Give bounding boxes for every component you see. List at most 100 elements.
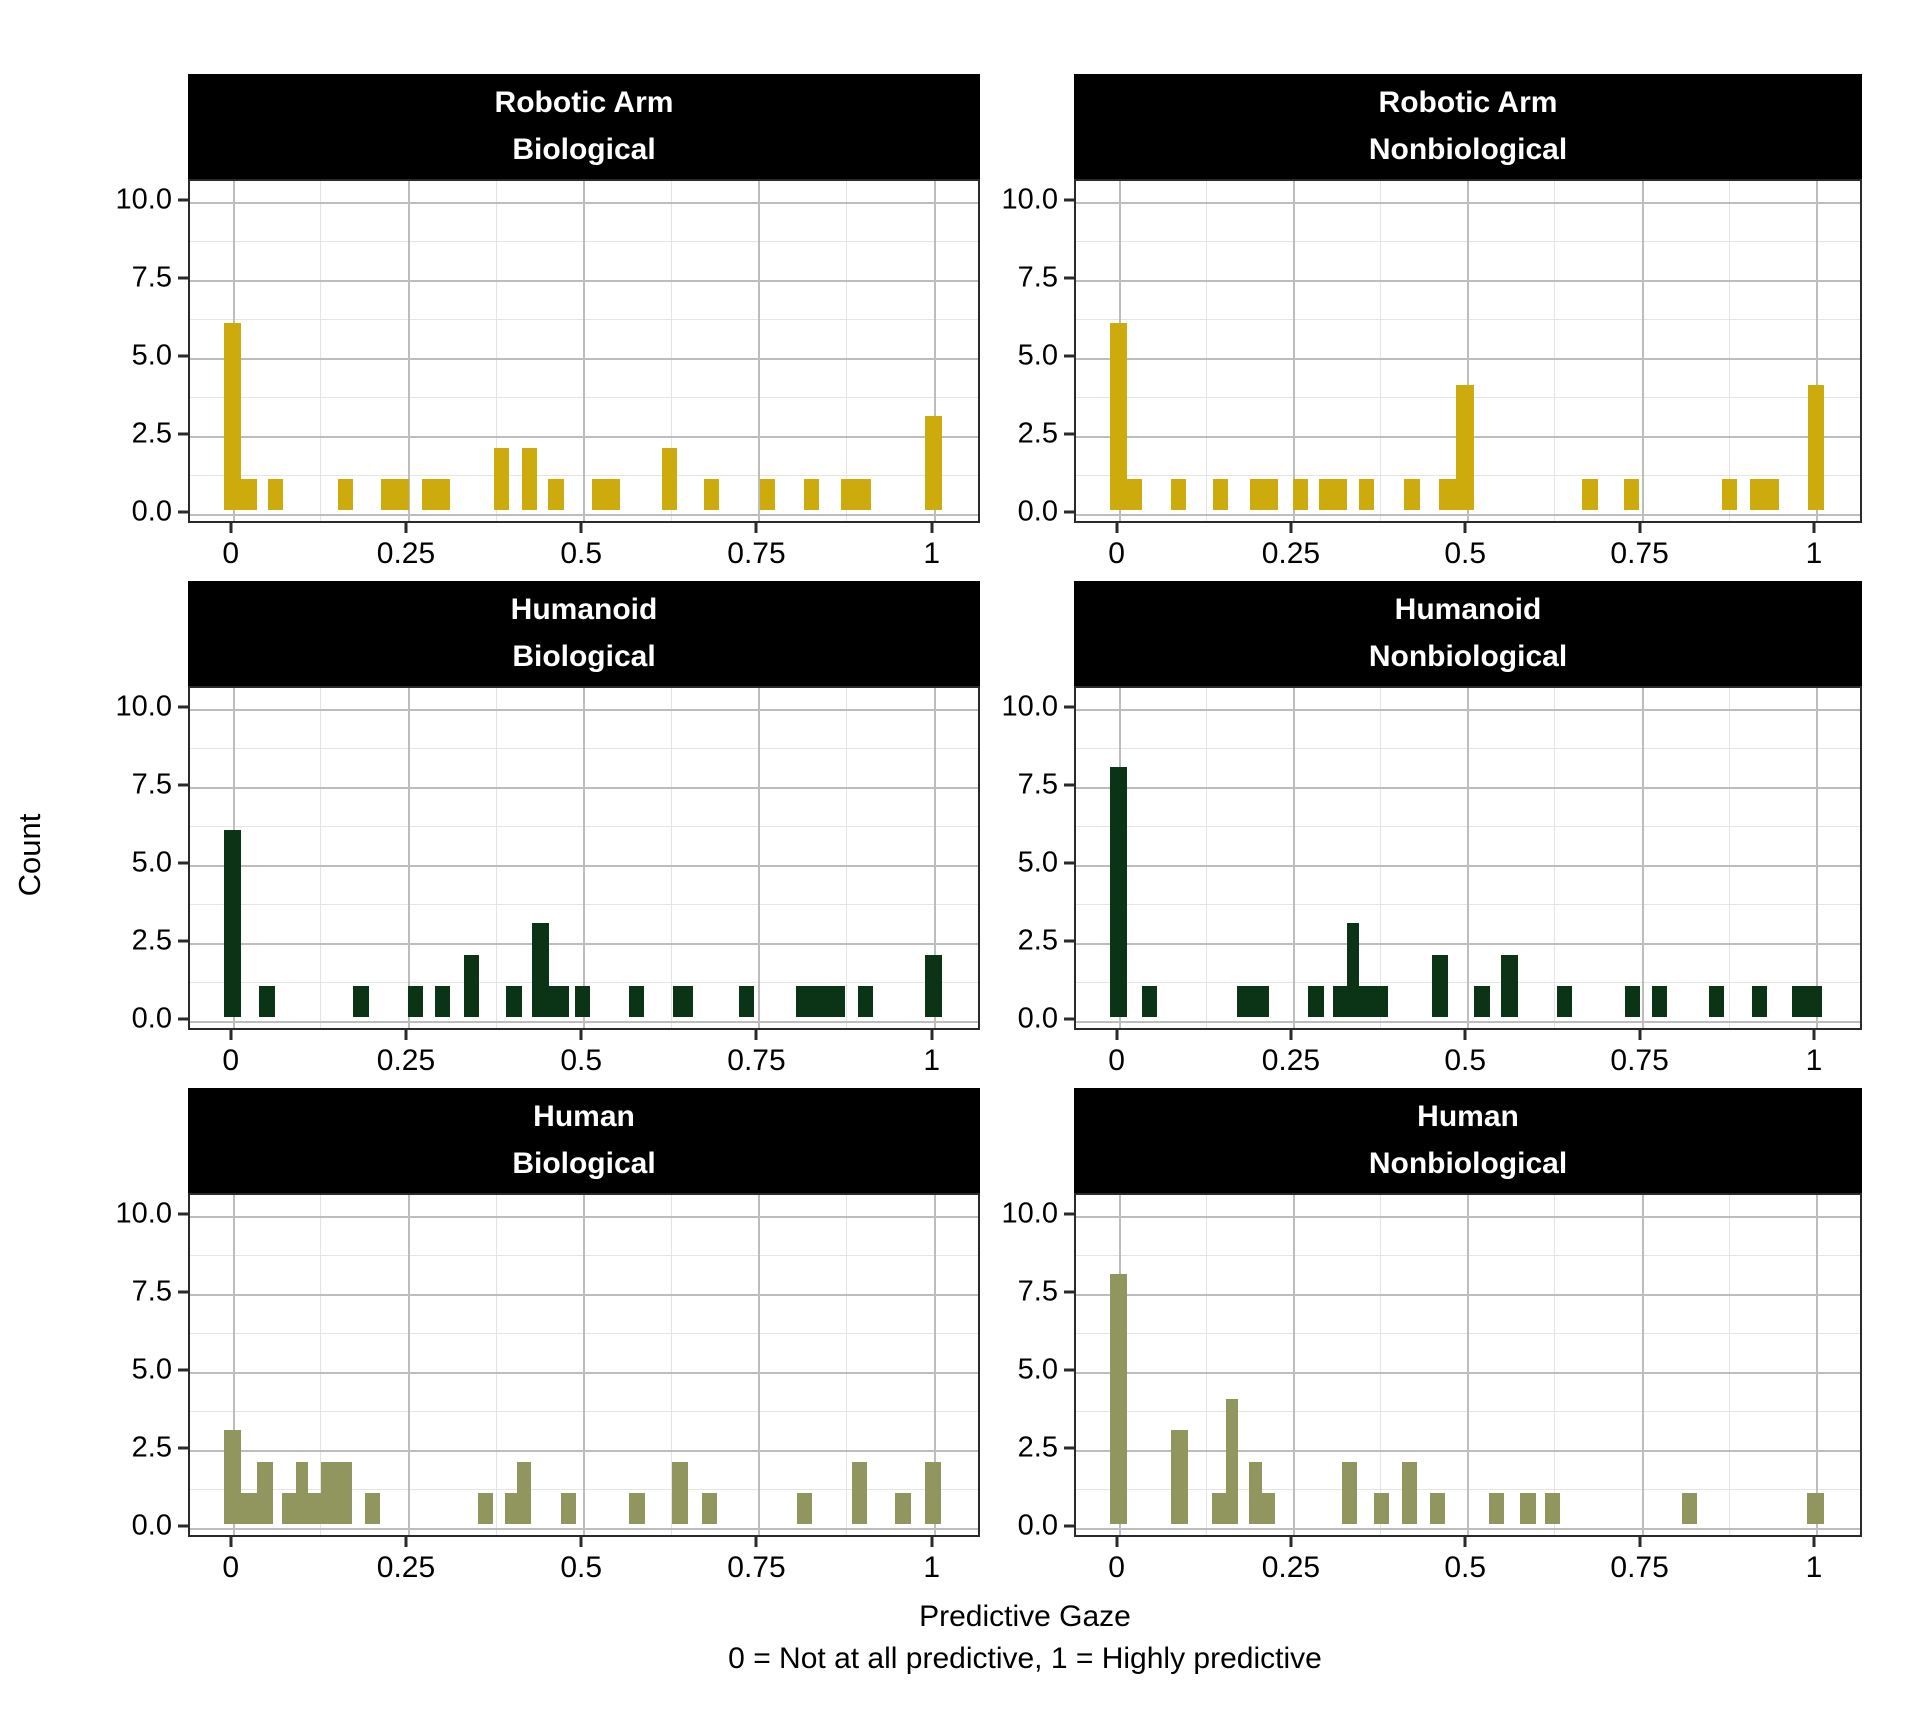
y-tick-label: 2.5 bbox=[131, 417, 172, 450]
gridline-major-v bbox=[1467, 688, 1470, 1028]
x-tick-label: 0.5 bbox=[1444, 537, 1487, 570]
gridline-minor-v bbox=[846, 1195, 848, 1535]
facet-strip-line1: Human bbox=[1417, 1100, 1519, 1134]
facet-strip: Humanoid Nonbiological bbox=[1074, 581, 1862, 686]
histogram-bar bbox=[1341, 1461, 1358, 1524]
y-tick-mark bbox=[1064, 432, 1074, 436]
histogram-bar bbox=[1624, 478, 1640, 510]
facet-panel-humanoid-biological: Humanoid Biological 10.0 7.5 5.0 2.5 0.0 0 0.25 0… bbox=[116, 581, 980, 1090]
gridline-major-v bbox=[1641, 688, 1644, 1028]
x-tick-label: 0.5 bbox=[560, 1044, 603, 1077]
histogram-bar bbox=[1751, 985, 1768, 1017]
x-tick-mark bbox=[229, 1030, 233, 1040]
histogram-bar bbox=[701, 1492, 718, 1524]
y-tick-mark bbox=[178, 1290, 188, 1294]
x-tick-mark bbox=[930, 1537, 934, 1547]
x-tick-label: 0.5 bbox=[1444, 1044, 1487, 1077]
gridline-major-v bbox=[583, 1195, 586, 1535]
x-tick-mark bbox=[1463, 523, 1467, 533]
y-tick-label: 0.0 bbox=[1017, 495, 1058, 528]
histogram-bar bbox=[628, 985, 645, 1017]
histogram-bar bbox=[925, 416, 943, 510]
histogram-bar bbox=[1520, 1492, 1536, 1524]
facet-strip-line2: Biological bbox=[512, 639, 656, 673]
gridline-major-v bbox=[1467, 181, 1470, 521]
gridline-major-v bbox=[1641, 181, 1644, 521]
x-tick-mark bbox=[229, 523, 233, 533]
gridline-minor-v bbox=[1205, 181, 1207, 521]
histogram-bar bbox=[434, 985, 451, 1017]
y-tick-mark bbox=[1064, 705, 1074, 709]
histogram-bar bbox=[1474, 985, 1490, 1017]
x-axis-ticks: 0 0.25 0.5 0.75 1 bbox=[188, 1537, 980, 1597]
plot-area bbox=[1074, 1193, 1862, 1537]
histogram-bar bbox=[464, 954, 480, 1017]
gridline-minor-v bbox=[320, 181, 322, 521]
histogram-bar bbox=[259, 985, 275, 1017]
histogram-bar bbox=[241, 1492, 257, 1524]
x-tick-mark bbox=[930, 523, 934, 533]
x-tick-label: 0 bbox=[1108, 537, 1125, 570]
gridline-minor-v bbox=[1205, 688, 1207, 1028]
gridline-major-v bbox=[758, 181, 761, 521]
x-tick-label: 0.75 bbox=[1610, 537, 1669, 570]
y-tick-label: 5.0 bbox=[131, 1353, 172, 1386]
y-tick-label: 0.0 bbox=[131, 495, 172, 528]
gridline-minor-v bbox=[1554, 1195, 1556, 1535]
facet-strip-line1: Humanoid bbox=[1394, 593, 1542, 627]
gridline-minor-v bbox=[320, 688, 322, 1028]
histogram-bar bbox=[256, 1461, 274, 1524]
plot-area bbox=[1074, 179, 1862, 523]
x-tick-label: 0.75 bbox=[1610, 1551, 1669, 1584]
x-tick-label: 0 bbox=[1108, 1551, 1125, 1584]
y-tick-mark bbox=[1064, 510, 1074, 514]
histogram-bar bbox=[295, 1461, 309, 1524]
x-tick-mark bbox=[404, 523, 408, 533]
facet-panel-human-biological: Human Biological 10.0 7.5 5.0 2.5 0.0 0 0.25 0.5 0… bbox=[116, 1088, 980, 1597]
x-tick-mark bbox=[1812, 1030, 1816, 1040]
gridline-major-v bbox=[232, 1195, 235, 1535]
plot-area bbox=[188, 686, 980, 1030]
x-tick-mark bbox=[579, 1537, 583, 1547]
gridline-major-v bbox=[1815, 1195, 1818, 1535]
histogram-bar bbox=[267, 478, 284, 510]
histogram-bar bbox=[1126, 478, 1143, 510]
gridline-major-v bbox=[758, 688, 761, 1028]
y-tick-mark bbox=[1064, 1290, 1074, 1294]
histogram-bar bbox=[1237, 985, 1270, 1017]
x-tick-label: 0 bbox=[222, 1044, 240, 1077]
gridline-major-v bbox=[1815, 181, 1818, 521]
x-tick-mark bbox=[1638, 523, 1642, 533]
facet-strip-line1: Human bbox=[533, 1100, 635, 1134]
facet-strip-line2: Nonbiological bbox=[1368, 639, 1568, 673]
y-tick-label: 5.0 bbox=[131, 846, 172, 879]
y-tick-mark bbox=[178, 1446, 188, 1450]
y-tick-mark bbox=[1064, 861, 1074, 865]
histogram-bar bbox=[281, 1492, 296, 1524]
y-tick-mark bbox=[1064, 1524, 1074, 1528]
x-tick-label: 1 bbox=[923, 1044, 941, 1077]
y-axis-ticks: 10.0 7.5 5.0 2.5 0.0 bbox=[96, 686, 188, 1035]
histogram-bar bbox=[759, 478, 776, 510]
histogram-bar bbox=[1292, 478, 1309, 510]
facet-strip-line2: Biological bbox=[512, 1146, 656, 1180]
y-tick-label: 2.5 bbox=[131, 924, 172, 957]
histogram-bar bbox=[364, 1492, 380, 1524]
facet-strip-line1: Robotic Arm bbox=[1378, 86, 1558, 120]
y-tick-label: 7.5 bbox=[1017, 1275, 1058, 1308]
gridline-minor-v bbox=[320, 1195, 322, 1535]
x-tick-mark bbox=[1289, 523, 1293, 533]
histogram-bar bbox=[924, 1461, 942, 1524]
y-axis-title: Count bbox=[12, 813, 47, 897]
gridline-minor-v bbox=[495, 181, 497, 521]
gridline-minor-v bbox=[846, 688, 848, 1028]
y-tick-label: 7.5 bbox=[131, 261, 172, 294]
x-tick-mark bbox=[930, 1030, 934, 1040]
y-axis-ticks: 10.0 7.5 5.0 2.5 0.0 bbox=[982, 1193, 1074, 1542]
y-tick-label: 7.5 bbox=[1017, 768, 1058, 801]
histogram-bar bbox=[1308, 985, 1324, 1017]
gridline-minor-v bbox=[1380, 1195, 1382, 1535]
y-tick-mark bbox=[1064, 1212, 1074, 1216]
histogram-bar bbox=[224, 1430, 242, 1524]
histogram-bar bbox=[1333, 985, 1348, 1017]
